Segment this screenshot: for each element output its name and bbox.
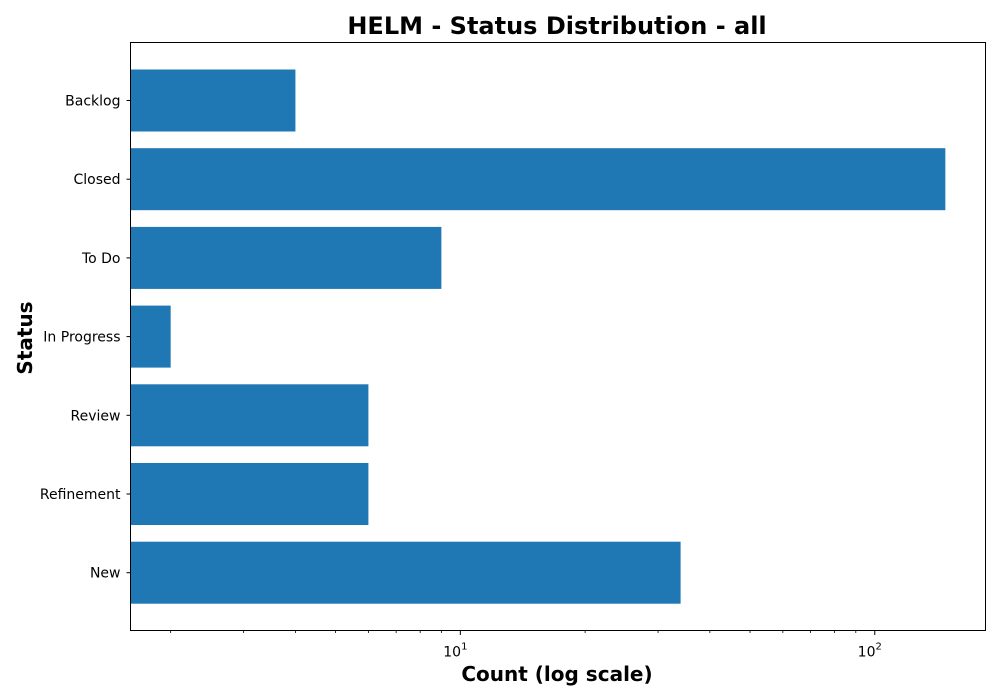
bar-in-progress	[130, 305, 171, 368]
y-tick-label: To Do	[81, 251, 121, 267]
y-tick-label: Closed	[73, 172, 120, 188]
bar-new	[130, 541, 681, 604]
bar-review	[130, 384, 369, 447]
chart-title: HELM - Status Distribution - all	[347, 12, 766, 40]
bar-closed	[130, 148, 946, 211]
bar-backlog	[130, 69, 296, 132]
x-tick-label: 102	[858, 642, 882, 661]
bars-group	[130, 69, 946, 604]
y-axis-ticks: Backlog Closed To Do In Progress Review Refin…	[40, 94, 131, 582]
x-tick-exponent: 1	[461, 642, 467, 653]
bar-to-do	[130, 226, 442, 289]
x-axis-ticks: 101 102	[170, 630, 882, 661]
y-tick-label: In Progress	[43, 330, 120, 346]
y-tick-label: Review	[71, 408, 121, 424]
y-axis-label: Status	[13, 301, 37, 374]
x-tick-exponent: 2	[876, 642, 882, 653]
x-tick-label: 101	[443, 642, 467, 661]
x-tick-base: 10	[443, 645, 461, 661]
y-tick-label: New	[90, 566, 121, 582]
y-tick-label: Refinement	[40, 487, 121, 503]
y-tick-label: Backlog	[65, 94, 120, 110]
x-axis-label: Count (log scale)	[461, 662, 652, 686]
x-tick-base: 10	[858, 645, 876, 661]
bar-refinement	[130, 463, 369, 525]
